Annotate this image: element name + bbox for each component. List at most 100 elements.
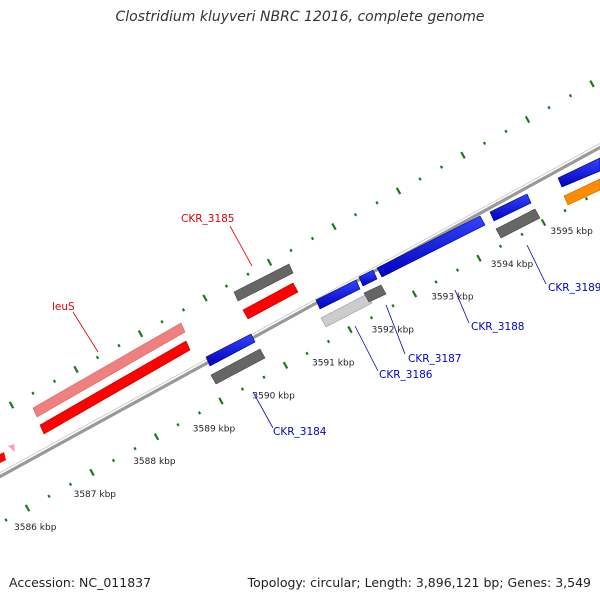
inner-tick — [262, 375, 266, 379]
inner-tick — [540, 218, 547, 227]
gene-fragment-left[interactable] — [0, 452, 6, 464]
scale-label: 3594 kbp — [491, 260, 534, 270]
gene-features — [0, 157, 600, 464]
gene-CKR-3184[interactable] — [205, 333, 256, 367]
inner-tick — [498, 244, 503, 249]
outer-tick — [266, 258, 273, 266]
accession-text: Accession: NC_011837 — [9, 575, 152, 590]
scale-label: 3592 kbp — [372, 326, 415, 336]
inner-tick — [68, 482, 73, 487]
outer-tick — [246, 272, 250, 276]
outer-tick — [418, 177, 422, 181]
inner-tick — [89, 468, 95, 477]
outer-tick — [52, 379, 57, 384]
inner-tick — [282, 361, 289, 369]
scale-label: 3590 kbp — [252, 391, 295, 401]
gene-CKR-3187-blue[interactable] — [358, 269, 378, 287]
inner-tick — [326, 339, 331, 344]
scale-label: 3588 kbp — [133, 457, 176, 467]
inner-tick — [111, 458, 116, 463]
inner-tick — [24, 504, 31, 512]
outer-tick — [117, 343, 121, 348]
scale-label: 3587 kbp — [74, 490, 117, 500]
gene-label-leuS[interactable]: leuS — [52, 301, 75, 313]
gene-labels: leuS CKR_3184 CKR_3185 CKR_3186 CKR_3187… — [52, 213, 600, 438]
gene-CKR-3189[interactable] — [495, 208, 541, 239]
scale-labels: 3586 kbp 3587 kbp 3588 kbp 3589 kbp 3590 kbp… — [14, 227, 593, 533]
inner-tick — [455, 268, 460, 272]
gene-CKR-3186-blue[interactable] — [315, 279, 361, 310]
outer-tick — [202, 294, 208, 302]
gene-CKR-3189-blue[interactable] — [489, 193, 532, 222]
gene-label-CKR-3187[interactable]: CKR_3187 — [408, 353, 461, 365]
topology-text: Topology: circular; Length: 3,896,121 bp… — [247, 575, 591, 590]
gene-label-CKR-3188[interactable]: CKR_3188 — [471, 321, 524, 333]
gene-fragment-left-pink — [8, 444, 15, 452]
outer-tick — [8, 401, 15, 409]
outer-tick — [137, 330, 144, 338]
gene-CKR-3188[interactable] — [376, 215, 486, 278]
outer-tick — [439, 165, 444, 169]
outer-tick — [353, 212, 358, 217]
inner-tick — [4, 518, 8, 522]
inner-tick — [197, 411, 202, 415]
label-leader-lines — [72, 225, 547, 429]
genome-title: Clostridium kluyveri NBRC 12016, complet… — [115, 9, 485, 25]
gene-CKR-3187[interactable] — [363, 284, 387, 303]
gene-CKR-3186[interactable] — [320, 293, 373, 328]
inner-tick — [153, 433, 160, 441]
scale-label: 3595 kbp — [550, 227, 593, 237]
gene-right-orange[interactable] — [563, 178, 600, 206]
outer-tick-row — [8, 80, 595, 409]
gene-right-blue[interactable] — [557, 157, 600, 188]
inner-tick — [347, 325, 353, 334]
gene-label-CKR-3189[interactable]: CKR_3189 — [548, 282, 600, 294]
gene-label-CKR-3185[interactable]: CKR_3185 — [181, 213, 234, 225]
outer-tick — [310, 236, 315, 241]
inner-tick — [434, 280, 438, 284]
outer-tick — [73, 365, 79, 374]
outer-tick — [568, 93, 573, 98]
scale-label: 3593 kbp — [431, 293, 474, 303]
inner-tick — [176, 423, 180, 427]
gene-label-CKR-3186[interactable]: CKR_3186 — [379, 369, 433, 381]
outer-tick — [482, 141, 487, 146]
inner-tick — [133, 446, 137, 451]
inner-tick — [218, 397, 224, 405]
genome-backbone — [0, 142, 600, 479]
inner-tick — [47, 494, 51, 498]
inner-tick — [584, 196, 589, 201]
gene-leuS-outer[interactable] — [32, 322, 186, 418]
scale-label: 3589 kbp — [193, 424, 236, 434]
inner-tick — [520, 232, 524, 237]
outer-tick — [504, 129, 508, 134]
outer-tick — [289, 248, 293, 253]
outer-tick — [547, 105, 551, 110]
inner-tick — [476, 254, 482, 262]
gene-CKR-3185-red[interactable] — [242, 282, 299, 320]
scale-label: 3586 kbp — [14, 523, 57, 533]
inner-tick — [563, 208, 567, 213]
inner-tick — [240, 387, 245, 391]
scale-label: 3591 kbp — [312, 359, 355, 369]
outer-tick — [181, 308, 186, 312]
gene-leuS[interactable] — [39, 340, 191, 435]
outer-tick — [395, 187, 402, 195]
outer-tick — [589, 80, 595, 88]
outer-tick — [460, 151, 466, 159]
outer-tick — [95, 355, 100, 360]
gene-CKR-3184-gray[interactable] — [210, 348, 266, 385]
outer-tick — [31, 391, 35, 395]
outer-tick — [224, 284, 229, 288]
outer-tick — [160, 320, 164, 324]
gene-leuS-cap — [186, 341, 190, 350]
gene-label-CKR-3184[interactable]: CKR_3184 — [273, 426, 327, 438]
inner-tick — [411, 290, 418, 298]
gene-CKR-3185[interactable] — [233, 263, 294, 302]
outer-tick — [524, 115, 531, 124]
inner-tick — [391, 304, 395, 308]
inner-tick — [305, 351, 309, 356]
outer-tick — [375, 201, 379, 205]
